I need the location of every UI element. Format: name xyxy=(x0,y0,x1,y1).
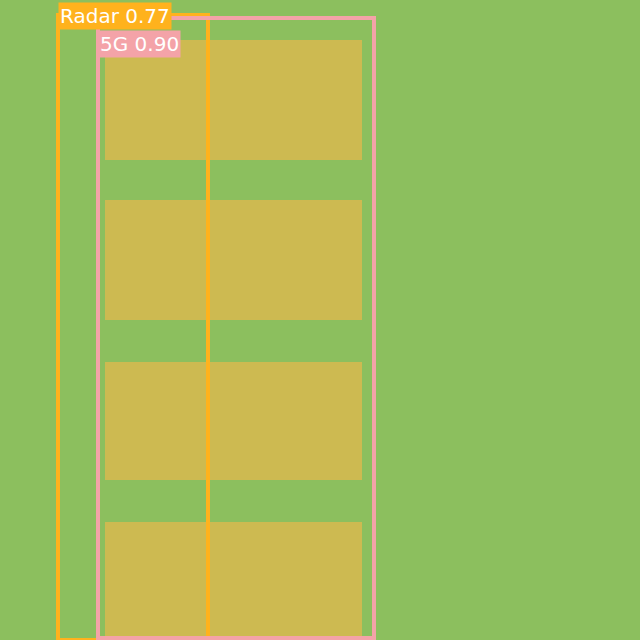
svg-text:5G 0.90: 5G 0.90 xyxy=(100,32,179,56)
svg-text:Radar 0.77: Radar 0.77 xyxy=(60,4,170,28)
